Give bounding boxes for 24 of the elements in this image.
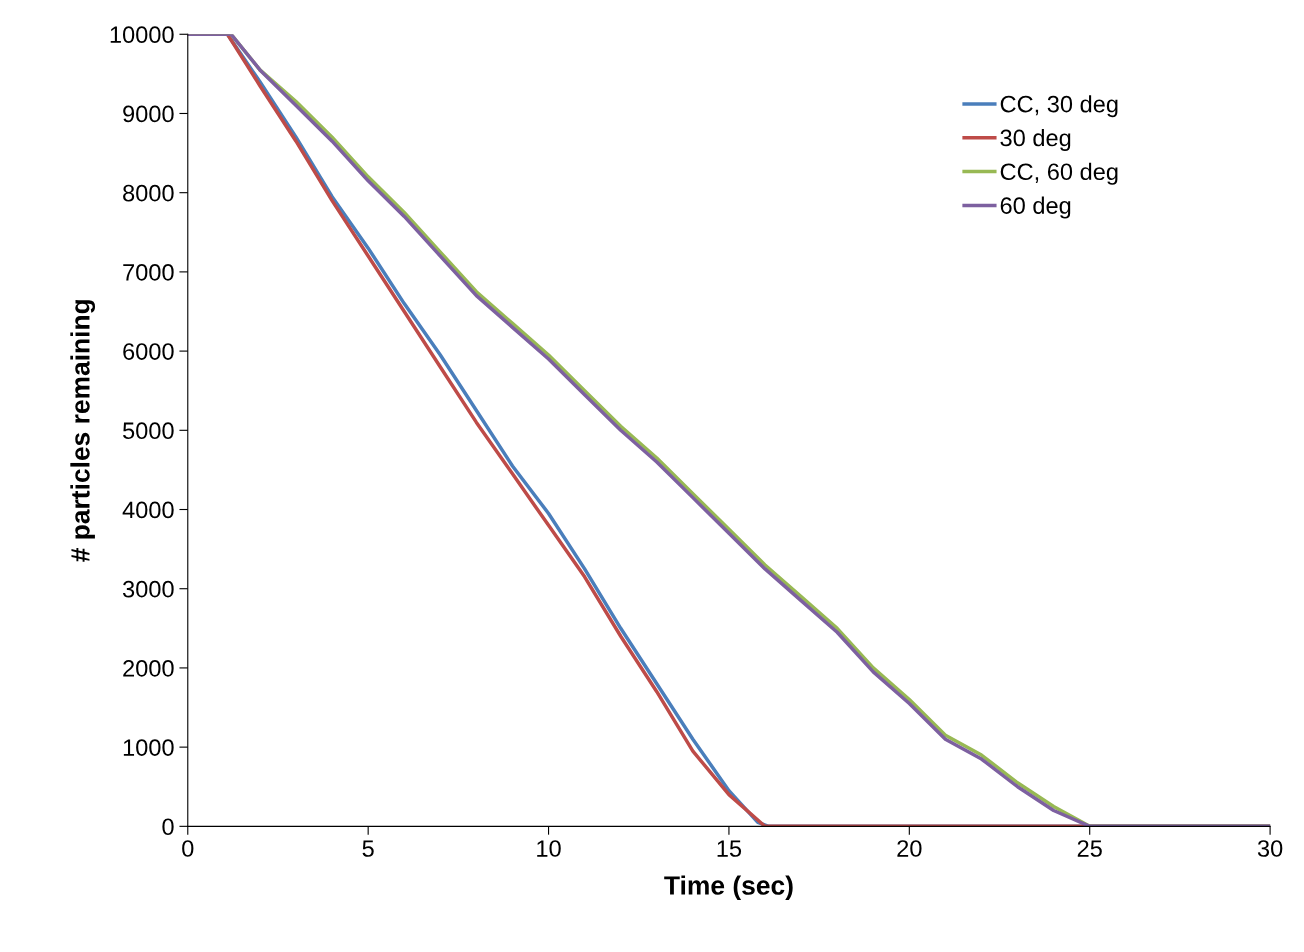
x-tick-label: 0 <box>182 840 194 857</box>
y-tick-label: 6000 <box>123 343 174 360</box>
y-tick-label: 8000 <box>123 184 174 202</box>
y-tick-label: 7000 <box>123 263 174 281</box>
legend-label: 60 deg <box>1000 196 1071 219</box>
legend-label: 30 deg <box>1000 128 1071 151</box>
x-tick-label: 15 <box>717 840 742 857</box>
x-tick-label: 30 <box>1257 840 1283 857</box>
y-tick-label: 10000 <box>110 26 174 44</box>
y-tick-label: 2000 <box>123 659 174 677</box>
legend-label: CC, 60 deg <box>1000 162 1118 185</box>
x-tick-label: 10 <box>537 840 561 857</box>
x-axis-title: Time (sec) <box>664 875 793 901</box>
y-axis-title: # particles remaining <box>70 300 96 562</box>
x-tick-label: 20 <box>897 840 922 857</box>
x-tick-label: 25 <box>1077 840 1102 857</box>
x-tick-label: 5 <box>362 840 374 857</box>
y-tick-label: 5000 <box>123 422 174 440</box>
y-tick-label: 1000 <box>123 739 174 756</box>
y-tick-label: 4000 <box>122 501 174 519</box>
legend-label: CC, 30 deg <box>1000 95 1118 118</box>
y-tick-label: 9000 <box>123 105 174 123</box>
y-tick-label: 0 <box>162 818 174 836</box>
y-tick-label: 3000 <box>122 580 174 598</box>
